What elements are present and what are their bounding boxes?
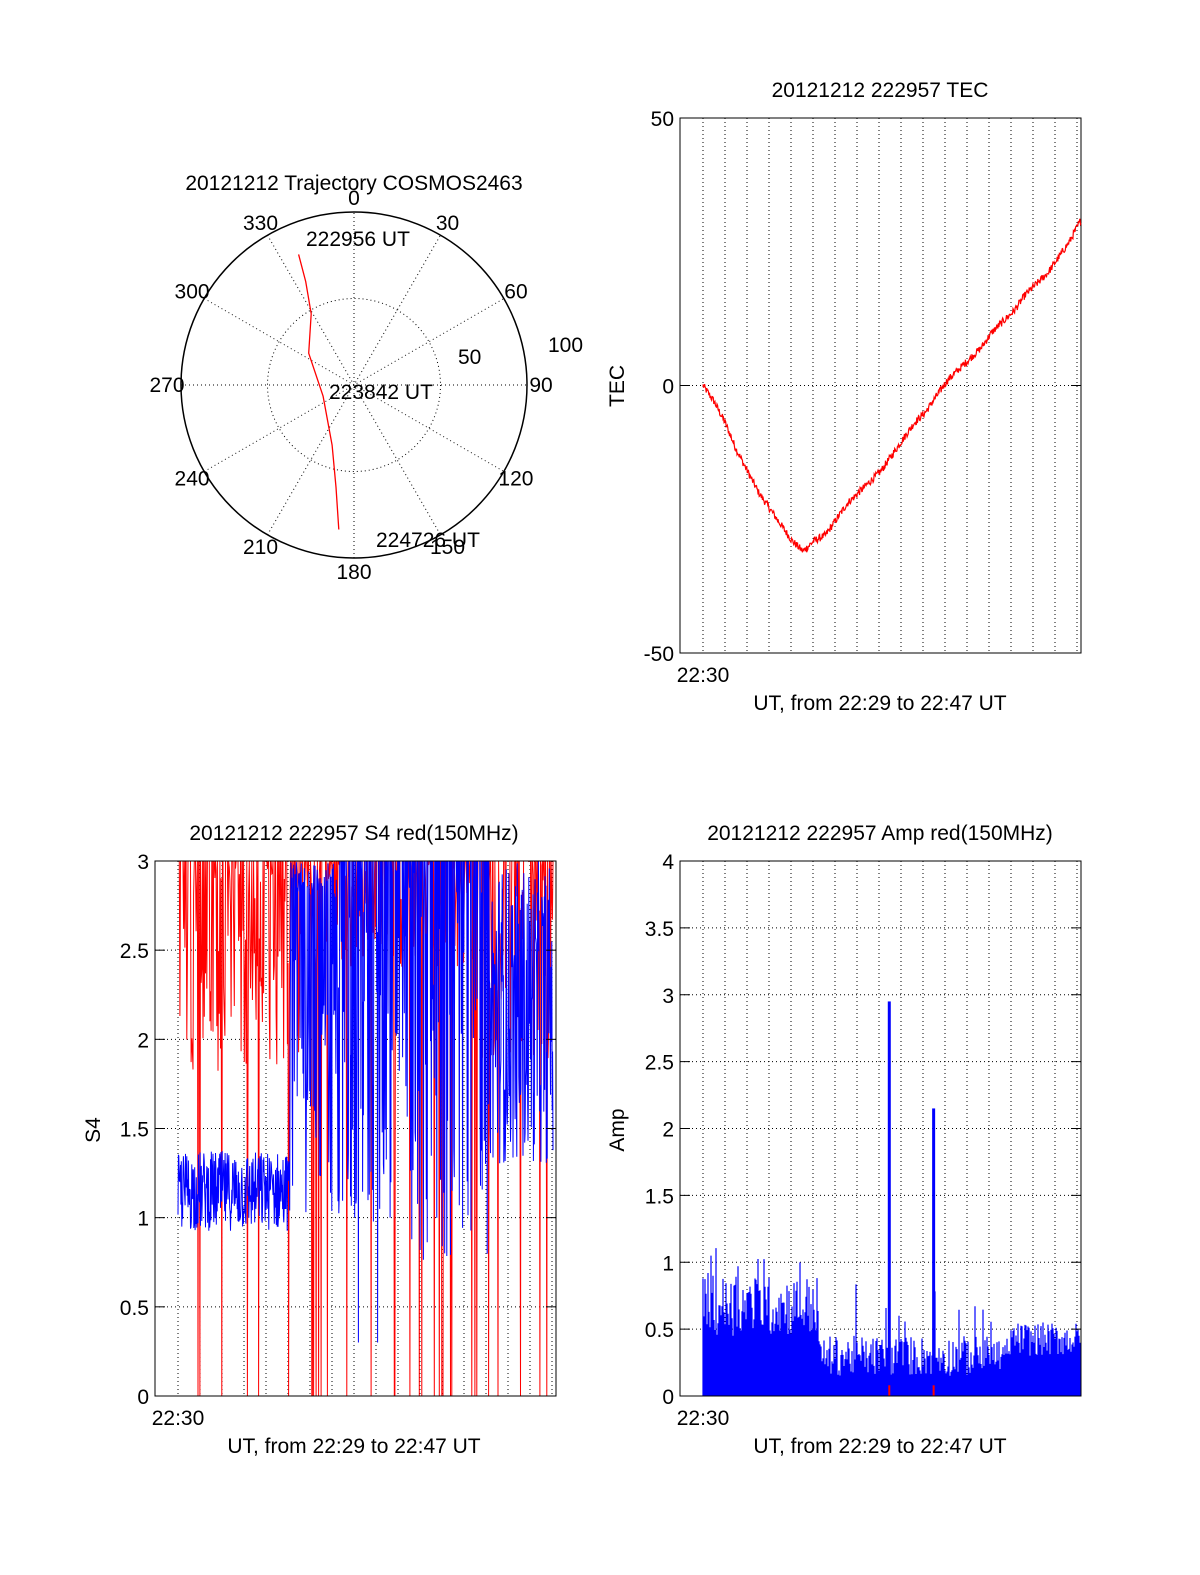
y-tick-label: 4 bbox=[662, 851, 674, 874]
trajectory-track bbox=[297, 254, 340, 530]
polar-angle-label: 240 bbox=[175, 468, 210, 491]
polar-angle-label: 300 bbox=[175, 281, 210, 304]
y-tick-label: 1 bbox=[137, 1208, 149, 1231]
amp-x-tick-label: 22:30 bbox=[677, 1407, 730, 1430]
y-tick-label: 0.5 bbox=[645, 1319, 674, 1342]
amp-y-ticks: 0 0.5 1 1.5 2 2.5 3 3.5 4 bbox=[645, 851, 1081, 1409]
y-tick-label: 3 bbox=[662, 985, 674, 1008]
tec-title: 20121212 222957 TEC bbox=[772, 79, 989, 102]
polar-spoke bbox=[267, 234, 441, 536]
tec-grid bbox=[680, 118, 1081, 653]
polar-angle-label: 330 bbox=[243, 212, 278, 235]
y-tick-label: 1.5 bbox=[120, 1119, 149, 1142]
y-tick-label: 2.5 bbox=[120, 940, 149, 963]
polar-angle-label: 120 bbox=[498, 468, 533, 491]
s4-panel: 20121212 222957 S4 red(150MHz) 0 0.5 1 1.5 2… bbox=[82, 822, 557, 1458]
amp-grid bbox=[680, 861, 1081, 1396]
y-tick-label: 1.5 bbox=[645, 1185, 674, 1208]
y-tick-label: 0 bbox=[662, 1386, 674, 1409]
polar-angle-label: 180 bbox=[336, 561, 371, 584]
s4-x-label: UT, from 22:29 to 22:47 UT bbox=[227, 1435, 480, 1458]
polar-angle-label: 270 bbox=[149, 374, 184, 397]
polar-inner-circle bbox=[267, 298, 441, 472]
polar-radial-label-100: 100 bbox=[548, 334, 583, 357]
s4-y-label: S4 bbox=[82, 1117, 105, 1143]
amp-title: 20121212 222957 Amp red(150MHz) bbox=[707, 822, 1053, 845]
tec-series-line bbox=[702, 218, 1082, 554]
tec-panel: 20121212 222957 TEC -50 0 50 22:30 UT, fro… bbox=[606, 79, 1082, 715]
amp-y-label: Amp bbox=[606, 1108, 629, 1151]
polar-angle-labels: 0 30 60 90 120 150 180 210 240 270 300 330 bbox=[149, 187, 552, 584]
amp-panel: 20121212 222957 Amp red(150MHz) 0 0.5 1 1.5… bbox=[606, 822, 1082, 1458]
amp-peak bbox=[887, 1001, 891, 1396]
tec-x-label: UT, from 22:29 to 22:47 UT bbox=[753, 692, 1006, 715]
amp-peak bbox=[932, 1108, 936, 1396]
polar-angle-label: 60 bbox=[504, 281, 527, 304]
polar-angle-label: 210 bbox=[243, 536, 278, 559]
amp-red-series bbox=[888, 1385, 935, 1396]
s4-x-tick-label: 22:30 bbox=[152, 1407, 205, 1430]
trajectory-start-label: 222956 UT bbox=[306, 228, 410, 251]
y-tick-label: -50 bbox=[644, 643, 674, 666]
polar-angle-label: 0 bbox=[348, 187, 360, 210]
y-tick-label: 2.5 bbox=[645, 1052, 674, 1075]
amp-x-label: UT, from 22:29 to 22:47 UT bbox=[753, 1435, 1006, 1458]
s4-title: 20121212 222957 S4 red(150MHz) bbox=[189, 822, 518, 845]
s4-y-ticks: 0 0.5 1 1.5 2 2.5 3 bbox=[120, 851, 556, 1409]
polar-angle-label: 90 bbox=[529, 374, 552, 397]
y-tick-label: 50 bbox=[651, 108, 674, 131]
trajectory-panel: 20121212 Trajectory COSMOS2463 0 30 60 90 12… bbox=[149, 172, 583, 584]
polar-radial-label-50: 50 bbox=[458, 346, 481, 369]
y-tick-label: 2 bbox=[662, 1119, 674, 1142]
trajectory-title: 20121212 Trajectory COSMOS2463 bbox=[185, 172, 522, 195]
y-tick-label: 2 bbox=[137, 1029, 149, 1052]
amp-blue-series bbox=[702, 1001, 1081, 1396]
y-tick-label: 0 bbox=[137, 1386, 149, 1409]
trajectory-end-label: 224726 UT bbox=[376, 529, 480, 552]
y-tick-label: 0 bbox=[662, 376, 674, 399]
tec-x-tick-label: 22:30 bbox=[677, 664, 730, 687]
polar-grid bbox=[180, 211, 528, 559]
amp-red-mark bbox=[932, 1385, 935, 1396]
y-tick-label: 1 bbox=[662, 1252, 674, 1275]
y-tick-label: 3 bbox=[137, 851, 149, 874]
polar-angle-label: 30 bbox=[436, 212, 459, 235]
tec-y-ticks: -50 0 50 bbox=[644, 108, 1081, 666]
tec-y-label: TEC bbox=[606, 365, 629, 407]
trajectory-mid-label: 223842 UT bbox=[329, 381, 433, 404]
amp-blue-noise bbox=[702, 1248, 1081, 1396]
polar-angle-label: 150 bbox=[430, 536, 465, 559]
y-tick-label: 0.5 bbox=[120, 1297, 149, 1320]
y-tick-label: 3.5 bbox=[645, 918, 674, 941]
amp-red-mark bbox=[888, 1385, 891, 1396]
